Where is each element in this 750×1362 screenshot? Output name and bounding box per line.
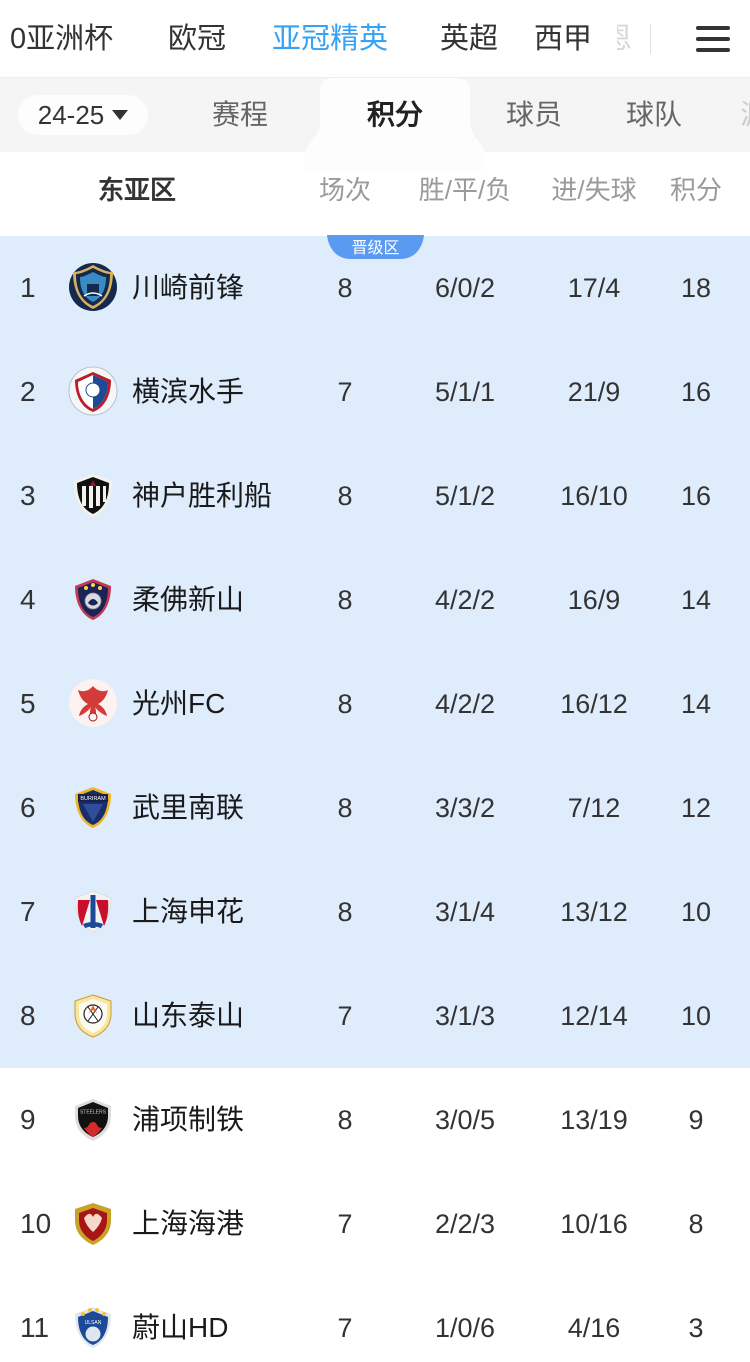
svg-text:STEELERS: STEELERS: [80, 1110, 107, 1116]
svg-text:BURIRAM: BURIRAM: [80, 796, 106, 802]
svg-text:ULSAN: ULSAN: [85, 1320, 102, 1326]
svg-text:晋级区: 晋级区: [351, 239, 399, 257]
